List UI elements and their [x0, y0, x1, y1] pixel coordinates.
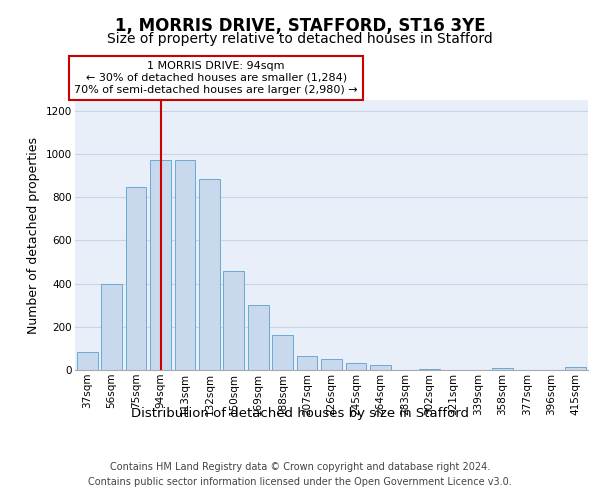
Bar: [321, 359, 342, 370]
Bar: [272, 335, 293, 370]
Text: 1, MORRIS DRIVE, STAFFORD, ST16 3YE: 1, MORRIS DRIVE, STAFFORD, ST16 3YE: [115, 18, 485, 36]
Bar: [492, 368, 513, 370]
Bar: [223, 270, 244, 370]
Text: Contains HM Land Registry data © Crown copyright and database right 2024.
Contai: Contains HM Land Registry data © Crown c…: [88, 462, 512, 487]
Bar: [565, 368, 586, 370]
Bar: [101, 284, 122, 370]
Text: Distribution of detached houses by size in Stafford: Distribution of detached houses by size …: [131, 408, 469, 420]
Text: Size of property relative to detached houses in Stafford: Size of property relative to detached ho…: [107, 32, 493, 46]
Bar: [296, 356, 317, 370]
Bar: [125, 187, 146, 370]
Bar: [248, 305, 269, 370]
Text: 1 MORRIS DRIVE: 94sqm
← 30% of detached houses are smaller (1,284)
70% of semi-d: 1 MORRIS DRIVE: 94sqm ← 30% of detached …: [74, 62, 358, 94]
Y-axis label: Number of detached properties: Number of detached properties: [28, 136, 40, 334]
Bar: [175, 160, 196, 370]
Bar: [77, 352, 98, 370]
Bar: [150, 160, 171, 370]
Bar: [199, 180, 220, 370]
Bar: [370, 365, 391, 370]
Bar: [419, 369, 440, 370]
Bar: [346, 363, 367, 370]
